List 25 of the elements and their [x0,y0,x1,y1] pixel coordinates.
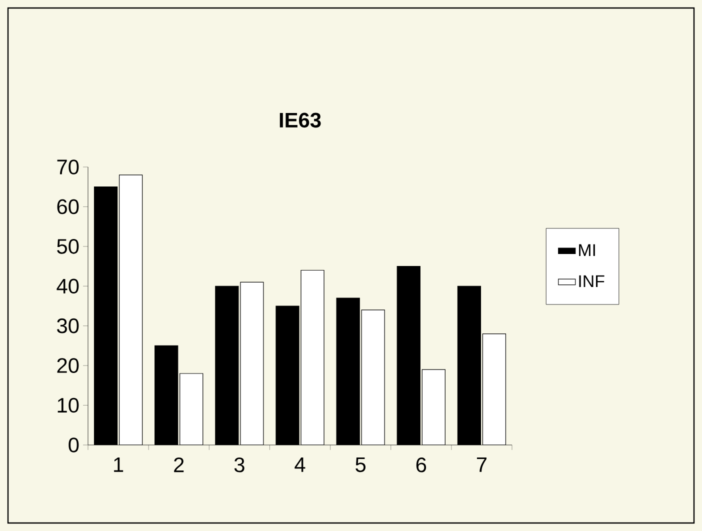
y-tick-label: 30 [57,318,79,334]
bar [362,310,385,445]
x-tick-label: 2 [174,457,184,472]
x-tick-label: 7 [476,457,486,472]
y-tick-label: 0 [68,438,79,452]
y-tick-label: 10 [58,398,79,413]
bar [301,270,324,445]
bar [422,370,446,445]
x-tick-label: 5 [356,457,366,472]
y-tick-label: 50 [57,239,79,254]
bar [180,374,203,445]
y-tick-label: 60 [57,199,79,214]
bar [482,333,506,445]
x-tick-label: 1 [114,457,124,472]
legend-label: INF [579,275,604,288]
bar [240,282,264,445]
x-tick-label: 4 [294,457,306,472]
x-tick-label: 3 [234,457,244,472]
y-tick-label: 40 [56,278,79,294]
y-tick-label: 20 [57,358,79,373]
bar [119,174,142,445]
y-tick-label: 70 [57,160,79,174]
legend-label: MI [579,244,595,256]
chart-title: IE63 [280,112,321,128]
x-tick-label: 6 [416,457,426,472]
